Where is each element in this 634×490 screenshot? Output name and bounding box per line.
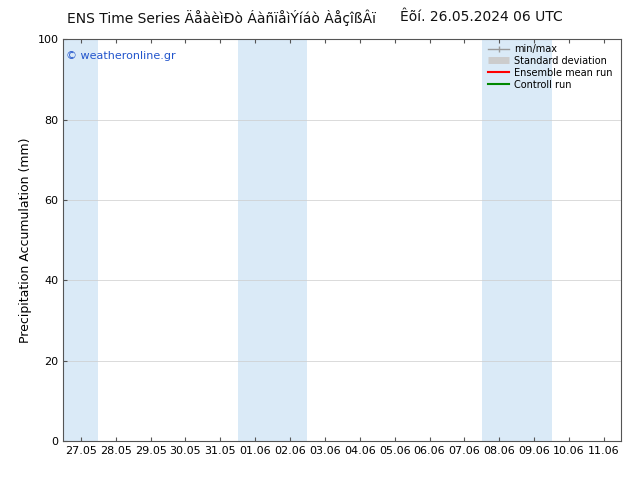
Legend: min/max, Standard deviation, Ensemble mean run, Controll run: min/max, Standard deviation, Ensemble me… [484,40,616,94]
Text: Êõí. 26.05.2024 06 UTC: Êõí. 26.05.2024 06 UTC [401,10,563,24]
Bar [517,39,552,441]
Bar [273,39,307,441]
Bar [482,39,517,441]
Y-axis label: Precipitation Accumulation (mm): Precipitation Accumulation (mm) [19,137,32,343]
Bar [238,39,273,441]
Text: © weatheronline.gr: © weatheronline.gr [66,51,176,61]
Text: ENS Time Series ÄåàèìÐò ÁàñïåìÝíáò ÀåçîßÂï: ENS Time Series ÄåàèìÐò ÁàñïåìÝíáò Àåçîß… [67,10,377,26]
Bar [63,39,98,441]
